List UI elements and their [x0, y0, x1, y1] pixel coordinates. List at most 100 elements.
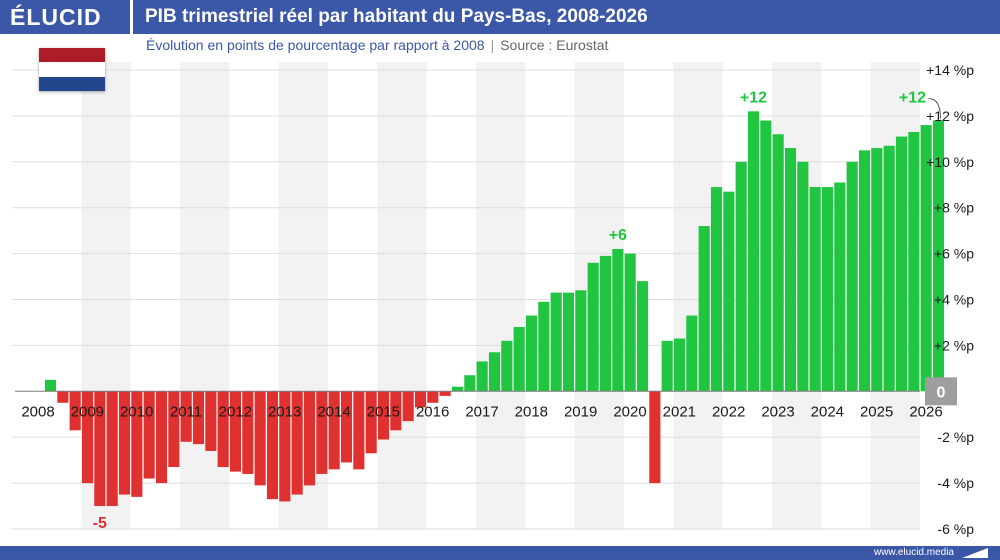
x-tick-label: 2021	[663, 403, 696, 420]
bar	[550, 292, 562, 392]
bar	[587, 262, 599, 392]
bar	[858, 150, 871, 392]
bar	[131, 391, 143, 497]
x-tick-label: 2016	[416, 403, 449, 420]
x-tick-label: 2013	[268, 403, 301, 420]
x-tick-label: 2023	[761, 403, 794, 420]
x-tick-label: 2011	[170, 403, 202, 420]
bar	[106, 391, 118, 507]
data-annotation: -5	[93, 515, 107, 532]
bar	[291, 391, 303, 495]
bar	[217, 391, 229, 468]
bar	[266, 391, 279, 500]
year-stripe	[377, 62, 427, 529]
x-tick-label: 2022	[712, 403, 745, 420]
bar	[698, 226, 710, 392]
bar	[562, 292, 575, 392]
bar	[451, 386, 464, 392]
bar	[414, 391, 427, 408]
netherlands-flag-icon	[39, 48, 105, 91]
bar	[143, 391, 155, 479]
bar	[180, 391, 192, 442]
x-tick-label: 2008	[21, 403, 54, 420]
bar	[538, 301, 550, 392]
bar	[254, 391, 266, 486]
bar	[328, 391, 340, 470]
brand-logo[interactable]: ÉLUCID	[10, 4, 102, 30]
footer-bar: www.elucid.media	[0, 546, 1000, 560]
bar	[575, 290, 587, 392]
chart-title: PIB trimestriel réel par habitant du Pay…	[145, 6, 648, 27]
bar	[895, 136, 908, 392]
bar	[81, 391, 94, 484]
x-tick-label: 2020	[613, 403, 646, 420]
bar	[279, 391, 291, 502]
y-tick-label: +4 %p	[934, 292, 974, 308]
x-tick-label: 2024	[811, 403, 844, 420]
subtitle-text: Évolution en points de pourcentage par r…	[146, 37, 485, 53]
header-bar: ÉLUCID PIB trimestriel réel par habitant…	[0, 0, 1000, 34]
flag-stripe-red	[39, 48, 105, 63]
bar	[920, 125, 932, 392]
bar	[155, 391, 168, 484]
x-tick-label: 2026	[909, 403, 942, 420]
bar	[932, 120, 945, 392]
x-tick-label: 2012	[219, 403, 252, 420]
y-tick-label: +6 %p	[934, 246, 974, 262]
bar	[340, 391, 353, 463]
footer-site-link[interactable]: www.elucid.media	[873, 547, 954, 558]
bar	[205, 391, 217, 451]
subtitle-separator: |	[490, 37, 495, 53]
bar	[735, 161, 747, 392]
y-tick-label: +10 %p	[926, 154, 974, 170]
bar	[427, 391, 439, 403]
bar	[624, 253, 636, 392]
flag-stripe-blue	[39, 76, 105, 91]
x-tick-label: 2014	[317, 403, 350, 420]
y-tick-label: -4 %p	[937, 475, 974, 491]
bar	[821, 187, 834, 392]
y-tick-label: +14 %p	[926, 62, 974, 78]
data-annotation: +12	[899, 89, 926, 106]
x-tick-label: 2010	[120, 403, 153, 420]
bar	[57, 391, 69, 403]
x-tick-label: 2018	[515, 403, 548, 420]
bar	[747, 111, 760, 392]
y-tick-label: +12 %p	[926, 108, 974, 124]
annotation-leader	[928, 97, 941, 119]
bar	[69, 391, 81, 431]
y-tick-label: +8 %p	[934, 200, 974, 216]
y-tick-label: -2 %p	[937, 429, 974, 445]
bar	[723, 191, 735, 392]
bar	[834, 182, 846, 392]
bar	[94, 391, 106, 507]
bar	[464, 375, 476, 392]
bar	[760, 120, 772, 392]
x-tick-label: 2015	[367, 403, 400, 420]
bar	[710, 187, 723, 392]
bar	[402, 391, 414, 422]
bar	[353, 391, 365, 470]
bar	[439, 391, 451, 396]
bar	[118, 391, 131, 495]
bar	[883, 145, 895, 392]
bar	[599, 255, 612, 392]
bar	[797, 161, 809, 392]
x-tick-label: 2019	[564, 403, 597, 420]
y-tick-label: -6 %p	[937, 521, 974, 537]
bar	[612, 249, 624, 392]
bar	[390, 391, 402, 431]
bar	[365, 391, 377, 454]
data-annotation: +12	[740, 89, 767, 106]
bar	[661, 340, 673, 392]
y-tick-label: 0	[937, 384, 946, 401]
bar	[501, 340, 513, 392]
bar	[513, 327, 525, 392]
bar	[871, 148, 883, 392]
bar	[229, 391, 242, 472]
chart-subtitle: Évolution en points de pourcentage par r…	[146, 37, 608, 53]
bar	[476, 361, 488, 392]
footer-logo-mark-icon	[962, 548, 988, 558]
bar	[44, 379, 57, 392]
